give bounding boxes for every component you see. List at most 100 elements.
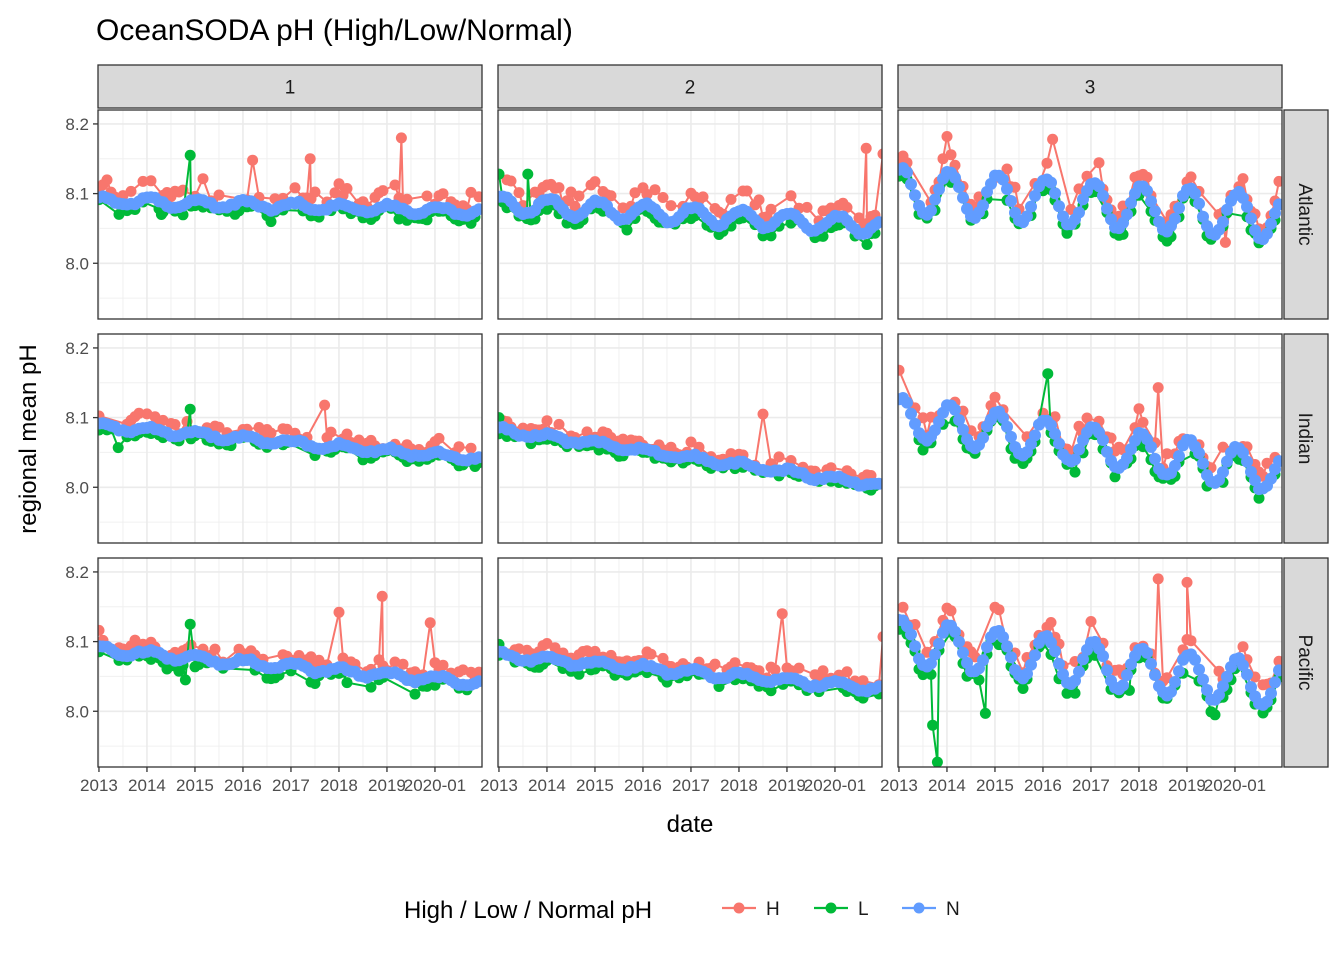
data-point-H [376, 590, 388, 602]
data-point-N [1049, 187, 1061, 200]
x-tick-label: 2015 [576, 776, 614, 795]
data-point-N [1069, 674, 1081, 687]
data-point-H [395, 132, 407, 144]
x-tick-label: 2020-01 [804, 776, 866, 795]
series-N [898, 162, 1282, 246]
facet-strip-label: 1 [285, 78, 296, 99]
data-point-N [933, 637, 945, 650]
data-point-N [1145, 195, 1157, 208]
data-point-H [841, 666, 853, 678]
facet-strip-col-1: 1 [97, 64, 483, 109]
data-point-N [1245, 212, 1257, 225]
data-point-N [1021, 210, 1033, 223]
data-point-L [927, 719, 939, 731]
data-point-N [1049, 427, 1061, 440]
data-point-H [397, 658, 409, 670]
x-tick-label: 2018 [320, 776, 358, 795]
panel-2-atlantic [497, 109, 883, 320]
data-point-H [304, 153, 316, 165]
data-point-N [873, 680, 882, 693]
data-point-H [753, 194, 765, 206]
data-point-H [685, 436, 697, 448]
data-point-H [1133, 403, 1145, 415]
data-point-H [877, 631, 882, 643]
data-point-N [1273, 455, 1282, 468]
data-point-N [925, 204, 937, 217]
data-point-H [437, 188, 449, 200]
data-point-N [909, 417, 921, 430]
data-point-L [184, 149, 196, 161]
data-point-H [1045, 617, 1057, 628]
legend-key-label: N [946, 899, 960, 920]
data-point-H [1141, 171, 1153, 183]
data-point-L [573, 668, 585, 680]
data-point-N [1169, 212, 1181, 225]
facet-strip-label: 3 [1085, 78, 1096, 99]
data-point-H [649, 184, 661, 196]
data-point-H [133, 407, 145, 419]
data-point-N [1141, 646, 1153, 659]
data-point-H [1081, 412, 1093, 424]
data-point-N [977, 654, 989, 667]
x-tick-label: 2018 [1120, 776, 1158, 795]
data-point-N [473, 451, 482, 464]
data-point-H [424, 617, 436, 629]
data-point-N [1197, 673, 1209, 686]
data-point-N [1269, 676, 1281, 689]
data-point-N [1265, 472, 1277, 485]
data-point-N [1189, 187, 1201, 200]
data-point-N [1245, 681, 1257, 694]
data-point-H [853, 212, 865, 224]
data-point-N [1049, 645, 1061, 658]
data-point-N [1097, 189, 1109, 202]
panel-3-atlantic [897, 109, 1283, 320]
data-point-N [1073, 665, 1085, 678]
facet-strip-row-indian: Indian [1283, 333, 1329, 544]
data-point-L [1069, 687, 1081, 699]
y-tick-label: 8.2 [65, 115, 89, 134]
data-point-H [309, 186, 321, 198]
series-N [98, 417, 482, 467]
data-point-H [313, 654, 325, 666]
y-tick-label: 8.1 [65, 633, 89, 652]
data-point-N [953, 181, 965, 193]
data-point-N [1141, 184, 1153, 197]
data-point-H [169, 419, 181, 430]
data-point-H [801, 201, 813, 213]
data-point-H [433, 432, 445, 444]
facet-strip-row-pacific: Pacific [1283, 557, 1329, 768]
y-tick-label: 8.0 [65, 254, 89, 273]
x-tick-label: 2017 [272, 776, 310, 795]
data-point-H [1041, 157, 1053, 169]
data-point-H [605, 190, 617, 202]
data-point-L [498, 412, 505, 424]
facet-strip-label: Indian [1294, 413, 1315, 465]
data-point-N [949, 625, 961, 638]
data-point-H [553, 182, 565, 194]
panel-1-pacific: 8.0 8.1 8.2 2013 2014 2015 2016 2017 2018 2019202… [65, 557, 483, 795]
data-point-H [793, 662, 805, 674]
data-point-N [953, 635, 965, 648]
data-point-H [898, 601, 909, 613]
data-point-L [184, 403, 196, 415]
data-point-N [949, 171, 961, 184]
data-point-L [765, 685, 777, 697]
data-point-N [473, 675, 482, 688]
data-point-H [209, 643, 221, 655]
data-point-H [1273, 655, 1282, 667]
data-point-N [957, 191, 969, 204]
data-point-N [1005, 195, 1017, 207]
data-point-L [1061, 227, 1073, 239]
data-point-L [1017, 683, 1029, 694]
data-point-H [776, 608, 788, 620]
data-point-H [765, 203, 777, 215]
data-point-N [1101, 202, 1113, 215]
data-point-H [1219, 236, 1231, 248]
data-point-H [473, 191, 482, 203]
data-point-N [901, 396, 913, 409]
data-point-N [997, 631, 1009, 644]
data-point-H [898, 364, 905, 376]
data-point-H [657, 192, 669, 203]
y-tick-label: 8.0 [65, 702, 89, 721]
data-point-L [973, 674, 985, 686]
